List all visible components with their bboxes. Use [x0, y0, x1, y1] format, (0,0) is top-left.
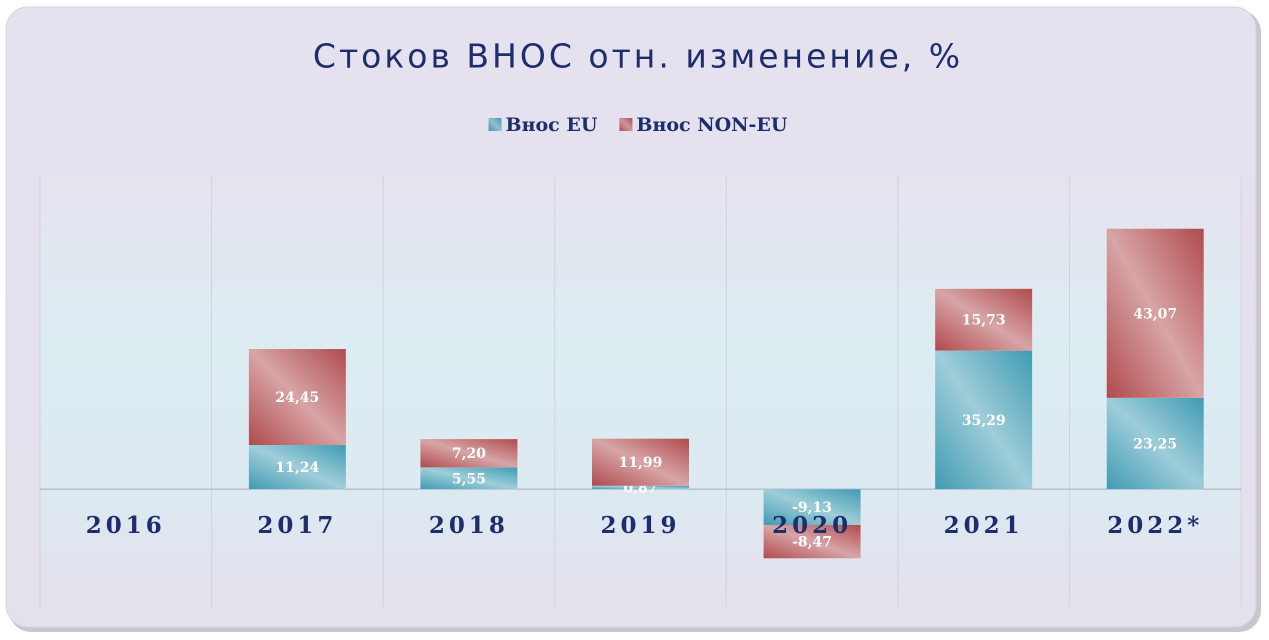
bar-segment [420, 467, 518, 490]
plot-area [40, 175, 1241, 607]
bar-segment [592, 485, 689, 490]
x-tick-label: 2019 [600, 512, 680, 539]
value-label: 24,45 [275, 390, 319, 406]
bar-segment [935, 350, 1033, 490]
value-label: 43,07 [1133, 306, 1177, 322]
legend-label: Внос EU [506, 114, 598, 136]
x-tick-label: 2020 [772, 512, 852, 539]
value-label: 7,20 [452, 446, 486, 462]
bar-segment [1106, 397, 1204, 490]
bar-segment [248, 445, 346, 490]
x-tick-label: 2017 [257, 512, 337, 539]
x-tick-label: 2018 [429, 512, 509, 539]
bar-segment [248, 349, 346, 446]
bar-segment [1106, 228, 1204, 398]
legend-swatch [488, 118, 502, 131]
value-label: -8,47 [792, 535, 832, 551]
legend-label: Внос NON-EU [636, 114, 787, 136]
legend: Внос EU Внос NON-EU [488, 114, 788, 136]
value-label: 11,24 [275, 460, 319, 476]
x-tick-label: 2022* [1107, 512, 1203, 539]
value-label: -9,13 [792, 500, 832, 516]
value-label: 15,73 [962, 313, 1006, 329]
bar-segment [592, 438, 689, 486]
legend-swatch [619, 118, 633, 131]
bar-segment [763, 489, 861, 526]
value-label: 23,25 [1133, 437, 1177, 453]
bar-segment [935, 288, 1033, 351]
chart-title: Стоков ВНОС отн. изменение, % [313, 37, 963, 76]
value-label: 5,55 [452, 471, 486, 487]
value-label: 11,99 [619, 455, 663, 471]
value-label: 35,29 [962, 413, 1006, 429]
x-tick-label: 2021 [944, 512, 1024, 539]
bar-segment [420, 439, 518, 468]
x-tick-label: 2016 [86, 512, 166, 539]
bar-segment [763, 525, 861, 559]
